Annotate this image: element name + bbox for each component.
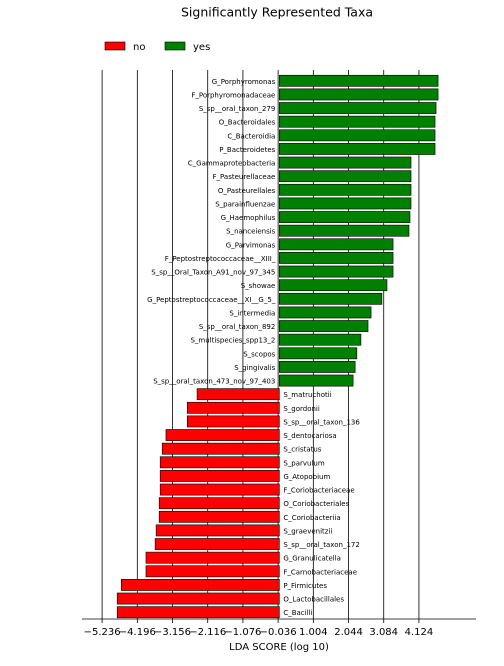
category-label: O_Lactobacillales [283,596,344,604]
category-label: C_Bacteroidia [227,132,275,140]
bar [279,265,394,278]
bar [145,565,280,578]
category-label: G_Atopobium [283,473,330,481]
category-label: G_Peptostreptococcaceae__XI__G_5_ [147,296,276,304]
bar [279,238,394,251]
bar [279,279,388,292]
x-tick-label: 1.004 [299,627,328,638]
bar [158,510,280,523]
category-label: G_Porphyromonas [212,78,276,86]
bar [161,442,280,455]
category-label: O_Bacteroidales [219,119,276,127]
bar [279,115,436,128]
category-label: S_gingivalis [234,364,275,372]
category-label: F_Pasteurellaceae [213,173,276,181]
bar [279,361,356,373]
bar [155,524,280,537]
bar [279,347,358,360]
x-tick-label: −1.076 [224,627,261,638]
legend-swatch [104,41,126,51]
category-label: G_Parvimonas [226,241,276,249]
bar [279,211,411,223]
x-tick-label: 2.044 [334,627,363,638]
category-label: S_parvulum [283,459,325,467]
bar [165,429,280,441]
bar [159,456,280,469]
category-label: O_Coriobacteriales [283,500,349,508]
bar [279,224,410,237]
category-label: S_graevenitzii [283,527,332,535]
category-label: C_Coriobacteriia [283,514,340,522]
bar [196,388,280,401]
bar [279,170,412,183]
category-label: S_sp__oral_taxon_279 [199,105,275,113]
bar [279,292,383,305]
bar [158,497,280,510]
category-label: S_nanceiensis [226,228,276,236]
bar [279,252,394,264]
x-tick-label: −2.116 [189,627,226,638]
category-label: S_multispecies_spp13_2 [190,337,275,345]
bar [159,483,280,496]
bar [279,333,362,346]
bar [279,102,437,114]
category-label: S_sp__Oral_Taxon_A91_nov_97_345 [151,269,275,277]
legend-swatch [164,41,186,51]
category-label: S_sp__oral_taxon_172 [283,541,359,549]
x-tick-label: −5.236 [84,627,121,638]
x-tick-label: 3.084 [369,627,398,638]
category-label: S_showae [241,282,276,290]
bar [116,592,280,605]
x-tick-label: −4.196 [119,627,156,638]
category-label: F_Porphyromonadaceae [191,91,275,99]
bar [279,129,436,142]
category-label: F_Coriobacteriaceae [283,487,354,495]
bar [145,551,280,564]
category-label: C_Bacilli [283,609,312,617]
x-tick-label: −3.156 [154,627,191,638]
category-label: S_scopos [243,350,275,358]
x-tick-label: −0.036 [260,627,297,638]
category-label: P_Bacteroidetes [219,146,275,154]
bar [186,415,280,428]
category-label: S_sp__oral_taxon_136 [283,418,360,426]
bar [116,606,280,619]
category-label: S_gordonii [283,405,320,413]
bar [279,183,412,196]
category-label: S_matruchotii [283,391,331,399]
category-label: S_dentocariosa [283,432,336,440]
category-label: S_sp__oral_taxon_473_nov_97_403 [153,378,275,386]
category-label: F_Peptostreptococcaceae__XIII_ [165,255,276,263]
bar [279,197,412,210]
legend-label: yes [193,42,210,53]
bar [279,88,439,101]
category-label: S_parainfluenzae [215,200,275,208]
x-tick-label: 4.124 [405,627,434,638]
bar [154,538,280,550]
x-axis-label: LDA SCORE (log 10) [229,642,329,653]
bar [120,579,280,591]
category-label: P_Firmicutes [283,582,327,590]
chart-title: Significantly Represented Taxa [181,5,373,20]
bar [279,156,412,169]
bar [279,143,436,155]
category-label: S_sp__oral_taxon_892 [199,323,275,331]
category-label: G_Haemophilus [221,214,276,222]
bar [279,74,439,87]
bar [279,320,369,332]
bar [279,306,372,319]
bar [186,401,280,414]
legend-label: no [133,42,145,53]
category-label: F_Carnobacteriaceae [283,568,357,576]
category-label: C_Gammaproteobacteria [188,160,276,168]
category-label: O_Pasteurellales [218,187,276,195]
category-label: S_intermedia [229,309,275,317]
bar [279,374,354,387]
category-label: G_Granulicatella [283,555,341,563]
bar [159,470,280,482]
category-label: S_cristatus [283,446,321,454]
